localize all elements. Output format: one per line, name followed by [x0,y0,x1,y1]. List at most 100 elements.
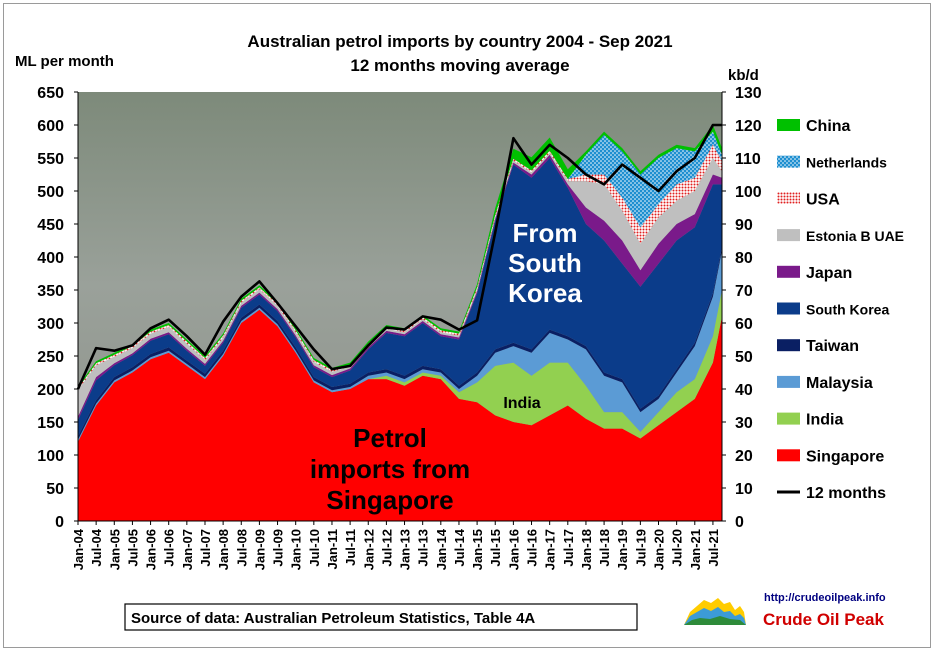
x-tick-label: Jan-07 [180,529,195,570]
x-tick-label: Jan-21 [688,529,703,570]
y-tick-left-label: 200 [37,382,64,399]
legend-label-china: China [806,118,851,135]
source-note-box [124,603,638,631]
x-tick-label: Jul-15 [488,529,503,567]
y-tick-left-label: 50 [46,481,64,498]
x-tick-label: Jul-05 [125,529,140,567]
x-tick-label: Jan-08 [216,529,231,570]
x-tick-label: Jan-10 [289,529,304,570]
y-tick-right-label: 30 [735,415,753,432]
x-tick-label: Jul-12 [379,529,394,567]
total-line-layer [76,123,722,390]
y-tick-left-label: 150 [37,415,64,432]
legend-label-estonia-b-uae: Estonia B UAE [806,228,904,244]
x-tick-label: Jan-16 [506,529,521,570]
y-tick-left-label: 250 [37,349,64,366]
y-tick-left-label: 400 [37,250,64,267]
legend-swatch-japan [777,265,800,278]
y-tick-right-label: 60 [735,316,753,333]
total-12-months-line [76,123,722,390]
x-tick-label: Jan-04 [71,528,86,570]
y-tick-left-label: 300 [37,316,64,333]
source-note: Source of data: Australian Petroleum Sta… [131,610,535,627]
legend: China Netherlands USA Estonia B UAE Japan Sou… [777,118,904,502]
y-tick-right-label: 80 [735,250,753,267]
legend-label-india: India [806,412,843,429]
legend-label-malaysia: Malaysia [806,375,873,392]
x-tick-label: Jul-20 [670,529,685,567]
x-tick-label: Jan-11 [325,529,340,569]
x-tick-label: Jan-12 [361,529,376,570]
x-tick-label: Jul-14 [452,528,467,566]
x-tick-label: Jul-11 [343,529,358,566]
legend-swatch-usa [777,192,800,205]
y-tick-left-label: 350 [37,283,64,300]
chart-title-text: Australian petrol imports by country 200… [247,32,672,51]
series-areas [78,125,722,521]
annotation-korea-line: South [508,248,582,278]
annotation-singapore-line: Petrol [353,423,427,453]
logo-name: Crude Oil Peak [763,610,884,629]
y-tick-left-label: 500 [37,184,64,201]
x-tick-label: Jan-19 [615,529,630,570]
x-tick-label: Jul-13 [416,529,431,567]
x-tick-label: Jul-17 [561,529,576,567]
x-tick-label: Jan-14 [434,528,449,570]
x-tick-label: Jan-09 [252,529,267,570]
legend-label-south-korea: South Korea [806,302,889,318]
annotation-india: India [503,395,540,412]
y-tick-right-label: 50 [735,349,753,366]
x-tick-label: Jul-18 [597,529,612,567]
y-tick-right-label: 120 [735,118,762,135]
legend-label-12-months: 12 months [806,485,886,502]
x-tick-label: Jul-07 [198,529,213,567]
x-tick-label: Jan-13 [398,529,413,570]
y-tick-right-label: 0 [735,514,744,531]
chart-title: Australian petrol imports by country 200… [247,32,672,75]
y-tick-right-label: 100 [735,184,762,201]
y-axis-left-label: ML per month [15,53,114,70]
legend-label-singapore: Singapore [806,448,884,465]
annotation-singapore-line: Singapore [326,485,453,515]
y-tick-right-label: 40 [735,382,753,399]
x-tick-label: Jan-17 [543,529,558,570]
legend-label-usa: USA [806,191,840,208]
annotation-korea-line: From [513,218,578,248]
legend-swatch-malaysia [777,375,800,388]
x-tick-label: Jan-20 [652,529,667,570]
area-singapore [78,309,722,521]
legend-swatch-china [777,119,800,131]
y-tick-left-label: 550 [37,151,64,168]
y-tick-left-label: 650 [37,85,64,102]
legend-swatch-taiwan [777,339,800,352]
x-tick-label: Jan-06 [144,529,159,570]
y-tick-right-label: 110 [735,151,761,168]
legend-swatch-singapore [777,449,800,462]
area-india [78,290,722,442]
x-tick-label: Jul-16 [525,529,540,567]
y-tick-left-label: 600 [37,118,64,135]
legend-label-netherlands: Netherlands [806,155,887,171]
y-axis-right-label: kb/d [728,67,759,84]
x-tick-label: Jan-18 [579,529,594,570]
y-tick-right-label: 90 [735,217,753,234]
chart-subtitle-text: 12 months moving average [350,56,569,75]
x-tick-label: Jul-09 [271,529,286,567]
annotation-korea-line: Korea [508,278,582,308]
x-tick-label: Jul-21 [706,529,721,567]
y-tick-right-label: 20 [735,448,753,465]
annotation-singapore-line: imports from [310,454,470,484]
y-tick-right-label: 130 [735,85,762,102]
x-tick-label: Jul-10 [307,529,322,567]
y-tick-left-label: 0 [55,514,64,531]
axes: 0 50 100 150 200 250 300 350 400 450 500 550 600 650 0… [37,85,762,570]
x-tick-label: Jul-06 [162,529,177,567]
y-tick-left-label: 100 [37,448,64,465]
chart-frame [3,3,931,648]
x-tick-label: Jan-15 [470,529,485,570]
legend-swatch-south-korea [777,302,800,315]
x-tick-label: Jan-05 [107,529,122,570]
y-tick-right-label: 10 [735,481,753,498]
